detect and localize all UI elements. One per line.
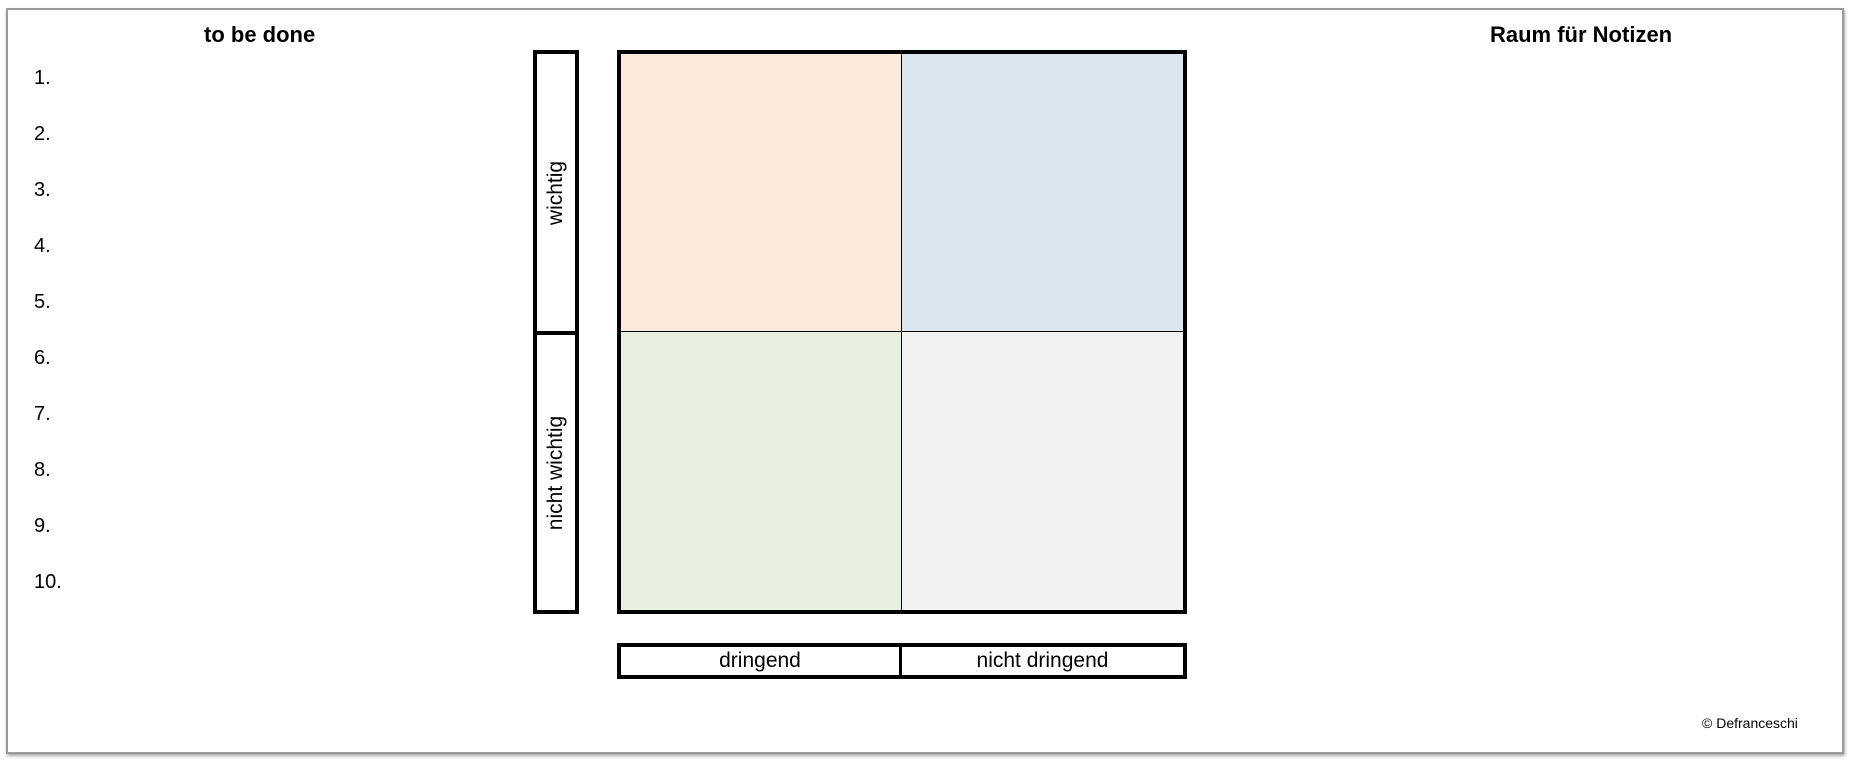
notes-title: Raum für Notizen bbox=[1490, 22, 1673, 47]
axis-not-urgent-label: nicht dringend bbox=[976, 649, 1109, 672]
todo-item-2: 2. bbox=[34, 123, 51, 145]
todo-item-1: 1. bbox=[34, 67, 51, 89]
quadrant-not-urgent-not-important bbox=[902, 332, 1183, 610]
todo-item-8: 8. bbox=[34, 459, 51, 481]
copyright-notice: © Defranceschi bbox=[1702, 715, 1798, 731]
axis-urgent-label: dringend bbox=[621, 647, 902, 675]
todo-item-3: 3. bbox=[34, 179, 51, 201]
axis-not-important-label: nicht wichtig bbox=[544, 415, 567, 530]
axis-urgency-bar: dringend nicht dringend bbox=[617, 643, 1187, 679]
todo-item-9: 9. bbox=[34, 515, 51, 537]
quadrant-urgent-not-important bbox=[621, 332, 902, 610]
axis-not-important-box: nicht wichtig bbox=[533, 331, 579, 614]
todo-item-10: 10. bbox=[34, 571, 62, 593]
axis-important-label: wichtig bbox=[544, 160, 567, 225]
axis-important-box: wichtig bbox=[533, 50, 579, 335]
todo-item-6: 6. bbox=[34, 347, 51, 369]
todo-item-7: 7. bbox=[34, 403, 51, 425]
todo-item-5: 5. bbox=[34, 291, 51, 313]
todo-item-4: 4. bbox=[34, 235, 51, 257]
quadrant-not-urgent-important bbox=[902, 54, 1183, 332]
todo-title: to be done bbox=[204, 22, 316, 47]
quadrant-urgent-important bbox=[621, 54, 902, 332]
eisenhower-matrix bbox=[617, 50, 1187, 614]
